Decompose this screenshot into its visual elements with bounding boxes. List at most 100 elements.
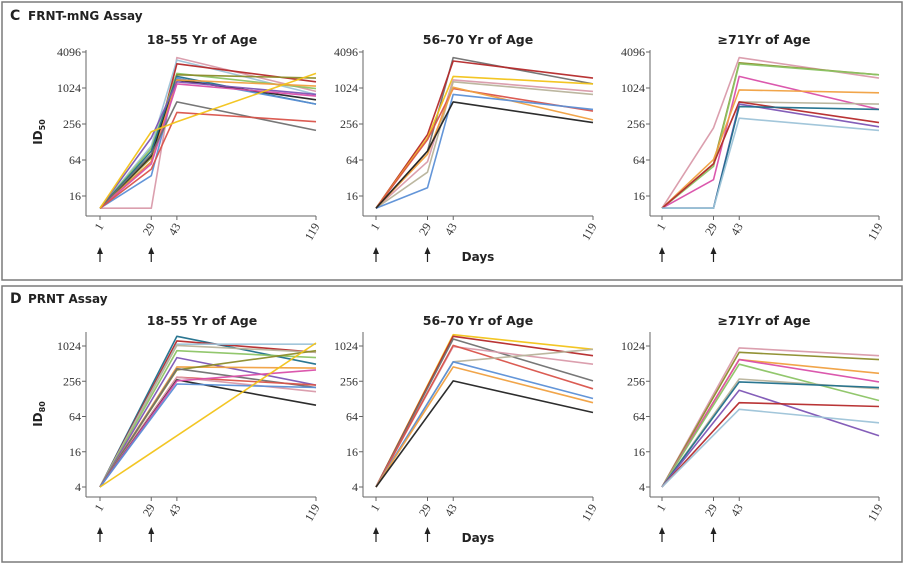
y-tick-label: 256 bbox=[340, 117, 358, 131]
x-tick-label: 29 bbox=[416, 221, 434, 238]
panel-border bbox=[1, 285, 903, 563]
x-tick-label: 1 bbox=[653, 221, 668, 233]
dose-arrow-icon bbox=[148, 527, 155, 534]
y-tick-label: 1024 bbox=[334, 81, 358, 95]
series-line bbox=[661, 101, 880, 209]
y-tick-label: 1024 bbox=[57, 339, 81, 353]
series-line bbox=[375, 366, 594, 488]
x-tick-label: 119 bbox=[579, 502, 600, 524]
y-axis-label-subscript: 80 bbox=[38, 401, 47, 413]
y-tick-label: 64 bbox=[633, 410, 645, 424]
series-line bbox=[99, 349, 317, 488]
series-line bbox=[375, 60, 594, 209]
series-line bbox=[99, 79, 317, 209]
y-tick-label: 64 bbox=[69, 153, 81, 167]
panel-title: FRNT-mNG Assay bbox=[28, 9, 143, 23]
subplot-title: 18–55 Yr of Age bbox=[147, 32, 257, 47]
x-tick-label: 43 bbox=[442, 221, 460, 238]
series-line bbox=[99, 356, 317, 488]
x-tick-label: 1 bbox=[91, 502, 106, 514]
x-tick-label: 29 bbox=[702, 502, 720, 519]
dose-arrow-icon bbox=[424, 247, 431, 254]
panel-letter: C bbox=[10, 8, 20, 24]
y-tick-label: 16 bbox=[633, 445, 645, 459]
series-line bbox=[375, 75, 594, 209]
series-line bbox=[661, 358, 880, 488]
x-tick-label: 29 bbox=[416, 502, 434, 519]
x-axis-label: Days bbox=[462, 531, 495, 545]
series-line bbox=[375, 338, 594, 488]
y-tick-label: 16 bbox=[346, 445, 358, 459]
dose-arrow-icon bbox=[424, 527, 431, 534]
y-tick-label: 4096 bbox=[57, 45, 81, 59]
y-tick-label: 64 bbox=[346, 410, 358, 424]
dose-arrow-icon bbox=[373, 527, 379, 534]
series-line bbox=[375, 345, 594, 488]
y-tick-label: 1024 bbox=[621, 339, 645, 353]
subplot: ≥71Yr of Age 4 16 64 256 1024 1 29 43 119 bbox=[621, 313, 886, 542]
subplot-title: ≥71Yr of Age bbox=[718, 313, 811, 328]
subplot-title: 56–70 Yr of Age bbox=[423, 32, 533, 47]
y-tick-label: 1024 bbox=[57, 81, 81, 95]
series-line bbox=[99, 101, 317, 209]
series-line bbox=[661, 89, 880, 209]
series-line bbox=[661, 389, 880, 488]
series-line bbox=[661, 351, 880, 488]
series-line bbox=[661, 62, 880, 209]
subplot-title: ≥71Yr of Age bbox=[718, 32, 811, 47]
series-line bbox=[661, 347, 880, 488]
subplot: 18–55 Yr of Age 4 16 64 256 1024 1 29 43 119 bbox=[57, 313, 323, 542]
series-line bbox=[375, 360, 594, 488]
y-axis-label: ID80 bbox=[31, 401, 47, 427]
y-axis-label-subscript: 50 bbox=[38, 119, 47, 131]
x-tick-label: 1 bbox=[367, 221, 382, 233]
x-tick-label: 43 bbox=[165, 221, 183, 238]
y-tick-label: 64 bbox=[69, 410, 81, 424]
series-line bbox=[661, 408, 880, 488]
y-tick-label: 64 bbox=[633, 153, 645, 167]
series-line bbox=[661, 75, 880, 209]
subplot: 56–70 Yr of Age 16 64 256 1024 4096 1 29 43 119 bbox=[334, 32, 600, 262]
x-tick-label: 1 bbox=[367, 502, 382, 514]
subplot-title: 18–55 Yr of Age bbox=[147, 313, 257, 328]
series-line bbox=[99, 349, 317, 488]
x-tick-label: 119 bbox=[865, 502, 886, 524]
series-line bbox=[375, 344, 594, 488]
y-tick-label: 256 bbox=[63, 374, 81, 388]
x-tick-label: 29 bbox=[702, 221, 720, 238]
series-line bbox=[99, 81, 317, 209]
series-line bbox=[661, 358, 880, 488]
y-tick-label: 4 bbox=[639, 480, 645, 494]
series-line bbox=[661, 363, 880, 488]
y-tick-label: 16 bbox=[69, 189, 81, 203]
subplot: 56–70 Yr of Age 4 16 64 256 1024 1 29 43 119 bbox=[334, 313, 600, 542]
series-line bbox=[100, 56, 317, 209]
subplot: ≥71Yr of Age 16 64 256 1024 4096 1 29 43 119 bbox=[621, 32, 886, 262]
series-line bbox=[99, 367, 317, 488]
panel-title: PRNT Assay bbox=[28, 292, 108, 306]
x-axis-label: Days bbox=[462, 250, 495, 264]
x-tick-label: 43 bbox=[165, 502, 183, 519]
y-tick-label: 4 bbox=[75, 480, 81, 494]
series-line bbox=[99, 111, 317, 209]
series-line bbox=[99, 342, 317, 488]
series-line bbox=[661, 401, 880, 488]
y-tick-label: 256 bbox=[627, 374, 645, 388]
dose-arrow-icon bbox=[97, 527, 103, 534]
dose-arrow-icon bbox=[148, 247, 155, 254]
series-line bbox=[99, 335, 317, 488]
series-line bbox=[375, 380, 594, 488]
dose-arrow-icon bbox=[97, 247, 103, 254]
y-tick-label: 4096 bbox=[621, 45, 645, 59]
y-axis-label-main: ID bbox=[31, 130, 45, 144]
y-axis-label: ID50 bbox=[31, 119, 47, 145]
y-tick-label: 256 bbox=[63, 117, 81, 131]
x-tick-label: 119 bbox=[302, 221, 323, 243]
series-line bbox=[99, 383, 317, 488]
series-line bbox=[375, 87, 594, 209]
x-tick-label: 119 bbox=[579, 221, 600, 243]
dose-arrow-icon bbox=[659, 247, 665, 254]
x-tick-label: 43 bbox=[728, 502, 746, 519]
series-line bbox=[375, 333, 594, 488]
series-line bbox=[375, 81, 594, 209]
